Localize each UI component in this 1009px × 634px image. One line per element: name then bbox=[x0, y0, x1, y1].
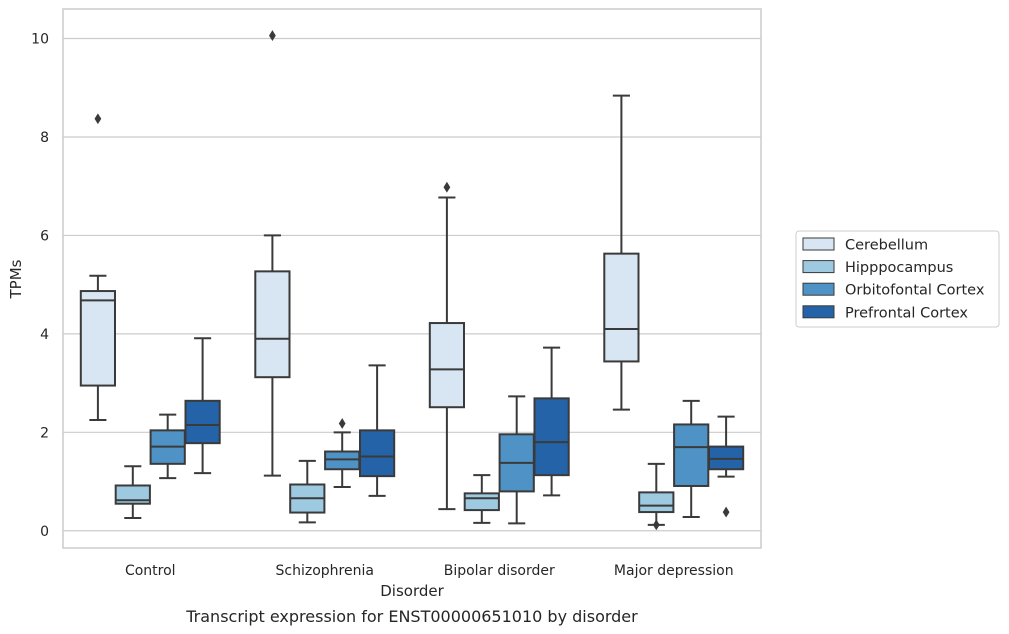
box-cerebellum-1 bbox=[254, 30, 291, 477]
box-cerebellum-2 bbox=[428, 181, 466, 511]
legend-label: Cerebellum bbox=[845, 238, 928, 254]
box-iqr bbox=[463, 492, 500, 512]
box-orbitofontal-cortex-2 bbox=[498, 395, 535, 525]
legend-frame bbox=[795, 230, 1000, 328]
x-tick-label: Schizophrenia bbox=[276, 563, 374, 579]
legend: Cerebellum Hipppocampus Orbitofontal Corte… bbox=[795, 230, 1000, 328]
outlier-point bbox=[652, 519, 660, 531]
y-axis-ticks: 0 2 4 6 8 10 bbox=[31, 32, 49, 540]
box-iqr bbox=[673, 423, 710, 487]
legend-swatch bbox=[802, 237, 835, 251]
legend-label: Orbitofontal Cortex bbox=[845, 283, 985, 299]
y-tick-label: 10 bbox=[31, 32, 49, 48]
box-cerebellum-0 bbox=[79, 113, 117, 422]
x-tick-label: Major depression bbox=[614, 563, 734, 579]
box-orbitofontal-cortex-3 bbox=[673, 399, 710, 518]
box-prefrontal-cortex-3 bbox=[707, 415, 745, 518]
box-hipppocampus-0 bbox=[114, 465, 151, 519]
box-iqr bbox=[254, 270, 291, 379]
box-iqr bbox=[184, 399, 221, 445]
box-iqr bbox=[114, 484, 151, 505]
outlier-point bbox=[722, 506, 730, 518]
y-tick-label: 2 bbox=[40, 425, 49, 441]
x-tick-label: Bipolar disorder bbox=[444, 563, 555, 579]
y-axis-label: TPMs bbox=[7, 259, 25, 299]
box-cerebellum-3 bbox=[603, 94, 640, 411]
box-orbitofontal-cortex-1 bbox=[324, 418, 361, 488]
box-iqr bbox=[533, 397, 570, 477]
box-hipppocampus-2 bbox=[463, 474, 500, 524]
figure-caption: Transcript expression for ENST0000065101… bbox=[185, 607, 638, 626]
legend-label: Hipppocampus bbox=[845, 260, 953, 276]
boxes bbox=[79, 30, 745, 531]
x-axis-ticks: Control Schizophrenia Bipolar disorder Majo… bbox=[125, 563, 734, 579]
y-tick-label: 6 bbox=[40, 228, 49, 244]
box-hipppocampus-1 bbox=[289, 459, 326, 524]
y-tick-label: 0 bbox=[40, 524, 49, 540]
box-iqr bbox=[428, 322, 466, 409]
box-prefrontal-cortex-1 bbox=[358, 364, 396, 497]
x-tick-label: Control bbox=[125, 563, 176, 579]
box-iqr bbox=[603, 252, 640, 363]
outlier-point bbox=[338, 418, 346, 429]
outlier-point bbox=[443, 181, 451, 193]
box-prefrontal-cortex-2 bbox=[533, 346, 570, 497]
x-axis-label: Disorder bbox=[380, 582, 444, 600]
legend-swatch bbox=[802, 260, 835, 274]
outlier-point bbox=[94, 113, 102, 125]
plot-area-frame bbox=[62, 8, 762, 549]
box-orbitofontal-cortex-0 bbox=[149, 413, 186, 480]
box-iqr bbox=[638, 491, 675, 514]
box-iqr bbox=[79, 290, 117, 387]
legend-swatch bbox=[802, 305, 835, 319]
outlier-point bbox=[269, 30, 276, 41]
legend-label: Prefrontal Cortex bbox=[845, 305, 968, 321]
box-iqr bbox=[358, 429, 396, 478]
y-tick-label: 4 bbox=[40, 327, 49, 343]
box-prefrontal-cortex-0 bbox=[184, 337, 221, 475]
box-hipppocampus-3 bbox=[638, 462, 675, 531]
y-tick-label: 8 bbox=[40, 130, 49, 146]
legend-swatch bbox=[802, 282, 835, 296]
